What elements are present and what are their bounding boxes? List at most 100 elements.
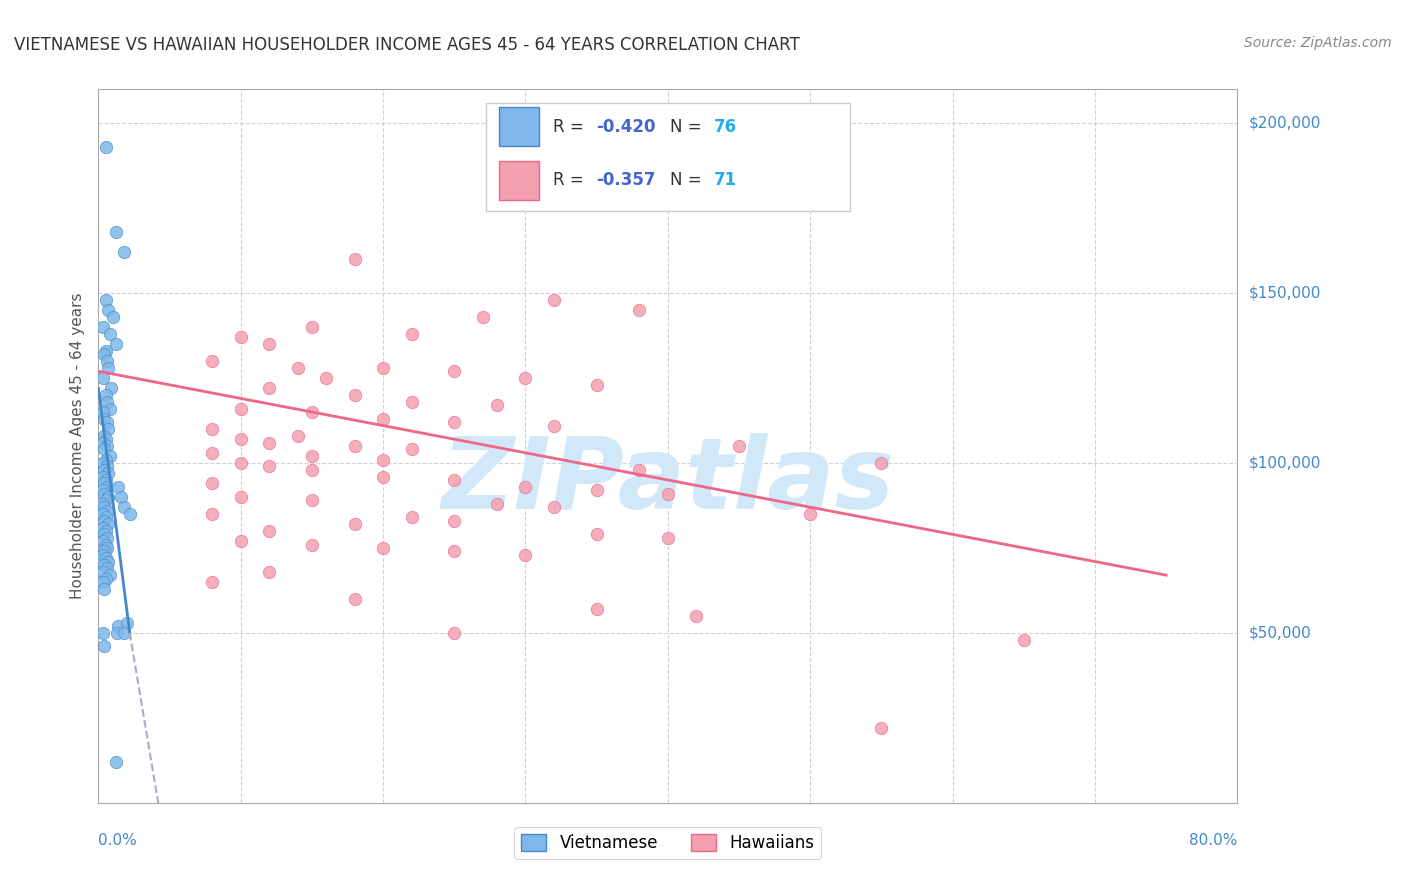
Point xyxy=(107,619,129,633)
Point xyxy=(471,310,494,324)
Point xyxy=(343,591,366,606)
Point xyxy=(585,527,607,541)
Point xyxy=(91,626,114,640)
Y-axis label: Householder Income Ages 45 - 64 years: Householder Income Ages 45 - 64 years xyxy=(70,293,86,599)
Point xyxy=(94,140,117,154)
Point xyxy=(543,293,565,307)
Point xyxy=(104,225,127,239)
Point xyxy=(657,531,679,545)
Text: R =: R = xyxy=(553,171,589,189)
Point xyxy=(229,490,252,504)
Point xyxy=(259,435,281,450)
Bar xyxy=(499,161,538,200)
Point xyxy=(628,303,651,318)
Point xyxy=(93,527,115,541)
Point xyxy=(201,354,224,368)
Point xyxy=(97,466,120,480)
Point xyxy=(100,381,122,395)
Point xyxy=(91,534,114,549)
Point xyxy=(443,544,465,558)
Point xyxy=(91,371,114,385)
Point xyxy=(343,252,366,266)
Point xyxy=(101,310,124,324)
Point xyxy=(728,439,751,453)
Point xyxy=(443,415,465,429)
Point xyxy=(585,483,607,498)
Point xyxy=(443,626,465,640)
Point xyxy=(585,377,607,392)
Point xyxy=(91,435,114,450)
Text: -0.357: -0.357 xyxy=(596,171,655,189)
Point xyxy=(373,412,395,426)
Point xyxy=(799,507,821,521)
Point xyxy=(401,394,423,409)
Point xyxy=(93,558,115,572)
Point xyxy=(259,459,281,474)
Point xyxy=(401,326,423,341)
Point xyxy=(486,497,509,511)
Point xyxy=(301,405,323,419)
Point xyxy=(443,473,465,487)
Point xyxy=(373,360,395,375)
Point xyxy=(96,541,118,555)
Text: -0.420: -0.420 xyxy=(596,118,655,136)
Point xyxy=(628,463,651,477)
Point xyxy=(91,574,114,589)
Point xyxy=(91,469,114,483)
Text: $50,000: $50,000 xyxy=(1249,625,1312,640)
Point xyxy=(93,463,115,477)
Text: 0.0%: 0.0% xyxy=(98,833,138,848)
Point xyxy=(94,572,117,586)
Point xyxy=(443,364,465,378)
Text: 71: 71 xyxy=(713,171,737,189)
Point xyxy=(93,347,115,361)
Point xyxy=(93,476,115,491)
Point xyxy=(870,721,893,735)
Point xyxy=(1012,632,1035,647)
Text: R =: R = xyxy=(553,118,589,136)
Point xyxy=(301,320,323,334)
Point xyxy=(91,497,114,511)
Point xyxy=(401,442,423,457)
Point xyxy=(98,326,121,341)
Point xyxy=(98,449,121,463)
Point xyxy=(343,388,366,402)
Point xyxy=(112,245,135,260)
Point xyxy=(97,517,120,532)
Point xyxy=(373,469,395,483)
Point xyxy=(96,415,118,429)
Point xyxy=(94,388,117,402)
Point xyxy=(91,548,114,562)
Point xyxy=(287,429,309,443)
Point xyxy=(93,544,115,558)
Text: 76: 76 xyxy=(713,118,737,136)
Point xyxy=(515,548,537,562)
Point xyxy=(112,626,135,640)
Point xyxy=(94,537,117,551)
Point xyxy=(259,337,281,351)
Point xyxy=(401,510,423,524)
Point xyxy=(97,555,120,569)
Text: $150,000: $150,000 xyxy=(1249,285,1320,301)
Point xyxy=(97,303,120,318)
Point xyxy=(93,442,115,457)
Point xyxy=(94,293,117,307)
Point xyxy=(543,418,565,433)
Point xyxy=(229,432,252,446)
Point xyxy=(107,480,129,494)
Point xyxy=(96,561,118,575)
Point xyxy=(96,531,118,545)
Point xyxy=(96,480,118,494)
Point xyxy=(94,452,117,467)
Point xyxy=(94,343,117,358)
Point xyxy=(91,565,114,579)
Point xyxy=(486,398,509,412)
Point xyxy=(373,541,395,555)
Point xyxy=(93,514,115,528)
Point xyxy=(98,401,121,416)
Point xyxy=(97,490,120,504)
Point xyxy=(229,330,252,344)
Point xyxy=(96,439,118,453)
Point xyxy=(93,640,115,654)
Point xyxy=(201,574,224,589)
